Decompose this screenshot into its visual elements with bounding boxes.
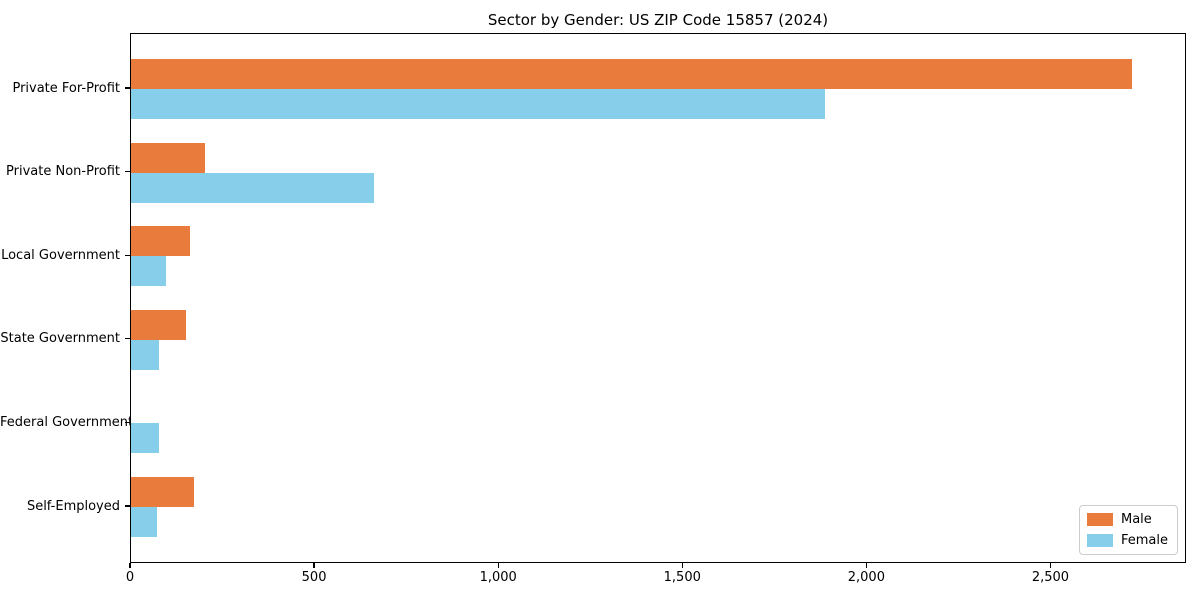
bar-female-2 — [131, 256, 166, 287]
bar-female-1 — [131, 172, 374, 203]
y-tick-mark — [125, 421, 130, 423]
x-tick-mark — [497, 563, 499, 568]
y-tick-mark — [125, 87, 130, 89]
bar-female-5 — [131, 507, 157, 537]
x-tick-mark — [313, 563, 315, 568]
x-axis-label-2: 1,000 — [479, 570, 517, 585]
bar-male-2 — [131, 226, 190, 257]
legend-entry-male: Male — [1086, 512, 1168, 527]
bar-male-3 — [131, 309, 187, 340]
y-tick-mark — [125, 171, 130, 173]
y-tick-mark — [125, 254, 130, 256]
y-axis-label-0: Private For-Profit — [12, 80, 120, 96]
x-axis-label-4: 2,000 — [847, 570, 885, 585]
legend: Male Female — [1078, 505, 1178, 555]
legend-label-male: Male — [1120, 512, 1152, 527]
y-axis-label-4: Federal Government — [0, 414, 134, 430]
x-tick-mark — [681, 563, 683, 568]
x-axis-label-1: 500 — [301, 570, 327, 585]
bar-female-4 — [131, 423, 159, 454]
legend-label-female: Female — [1120, 533, 1168, 548]
x-axis-label-0: 0 — [125, 570, 135, 585]
y-axis-label-3: State Government — [0, 331, 120, 347]
x-axis-label-5: 2,500 — [1031, 570, 1070, 585]
y-axis: Private For-Profit Private Non-Profit Loca… — [0, 33, 134, 563]
y-axis-label-2: Local Government — [1, 247, 120, 263]
bar-male-5 — [131, 477, 194, 507]
bar-male-1 — [131, 142, 205, 173]
x-tick-mark — [1049, 563, 1052, 568]
bar-female-3 — [131, 339, 160, 370]
legend-entry-female: Female — [1086, 533, 1168, 548]
y-axis-label-1: Private Non-Profit — [6, 164, 120, 180]
bar-male-0 — [131, 59, 1133, 89]
y-tick-mark — [125, 338, 130, 340]
chart-title: Sector by Gender: US ZIP Code 15857 (202… — [487, 11, 829, 29]
legend-swatch-female — [1086, 534, 1113, 547]
x-tick-mark — [865, 563, 867, 568]
x-axis: 0 500 1,000 1,500 2,000 2,500 — [126, 563, 1186, 593]
y-tick-mark — [125, 505, 130, 507]
y-axis-label-5: Self-Employed — [26, 498, 120, 514]
x-tick-mark — [129, 563, 131, 568]
x-axis-label-3: 1,500 — [663, 570, 701, 585]
plot-area: Male Female — [130, 33, 1186, 563]
legend-swatch-male — [1086, 513, 1113, 526]
bar-female-0 — [131, 89, 826, 119]
